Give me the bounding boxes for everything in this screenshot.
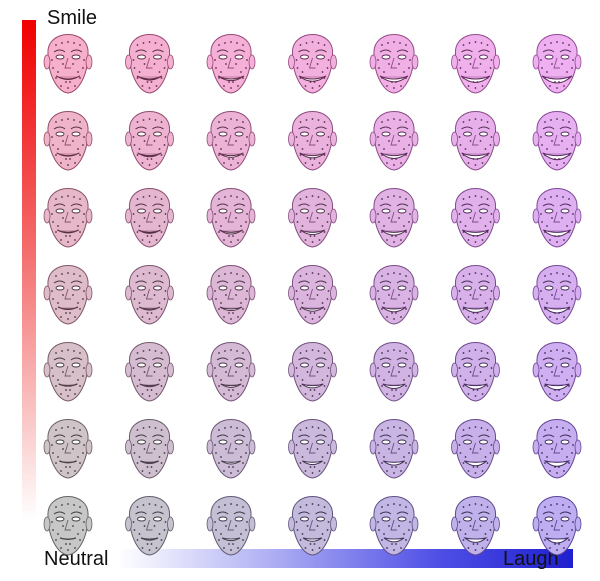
face-mesh-icon [451, 111, 500, 171]
face-mesh-icon [288, 265, 337, 325]
face-mesh-icon [125, 111, 174, 171]
face-mesh-icon [43, 496, 93, 556]
face-mesh-icon [532, 34, 582, 94]
face-mesh-icon [451, 188, 500, 248]
face-mesh-icon [288, 496, 337, 556]
face-mesh-icon [451, 265, 500, 325]
face-mesh-icon [451, 34, 500, 94]
face-mesh-icon [206, 342, 256, 402]
neutral-axis-label: Neutral [44, 548, 109, 570]
face-mesh-icon [532, 265, 582, 325]
face-mesh-icon [206, 496, 256, 556]
face-mesh-icon [43, 188, 93, 248]
face-mesh-icon [43, 34, 93, 94]
face-mesh-icon [369, 419, 419, 479]
face-mesh-icon [532, 342, 582, 402]
face-mesh-icon [288, 34, 337, 94]
face-mesh-icon [125, 419, 174, 479]
face-mesh-icon [288, 111, 337, 171]
face-mesh-icon [43, 419, 93, 479]
face-mesh-icon [369, 34, 419, 94]
face-mesh-icon [125, 34, 174, 94]
face-mesh-icon [125, 188, 174, 248]
face-mesh-icon [125, 342, 174, 402]
face-mesh-icon [369, 496, 419, 556]
face-mesh-icon [532, 419, 582, 479]
face-mesh-icon [369, 265, 419, 325]
face-mesh-icon [206, 265, 256, 325]
face-mesh-icon [532, 111, 582, 171]
face-mesh-icon [43, 265, 93, 325]
face-mesh-icon [43, 111, 93, 171]
smile-axis-label: Smile [47, 7, 98, 29]
face-mesh-icon [532, 496, 582, 556]
face-mesh-icon [451, 419, 500, 479]
face-mesh-icon [125, 496, 174, 556]
face-mesh-icon [206, 188, 256, 248]
face-mesh-icon [532, 188, 582, 248]
face-mesh-icon [43, 342, 93, 402]
face-mesh-icon [206, 34, 256, 94]
face-mesh-icon [451, 342, 500, 402]
face-mesh-icon [451, 496, 500, 556]
face-mesh-icon [288, 342, 337, 402]
face-mesh-icon [206, 111, 256, 171]
face-mesh-icon [206, 419, 256, 479]
face-mesh-icon [369, 188, 419, 248]
smile-axis-bar [22, 20, 36, 520]
face-mesh-icon [369, 111, 419, 171]
face-mesh-icon [125, 265, 174, 325]
face-mesh-icon [288, 419, 337, 479]
face-mesh-icon [288, 188, 337, 248]
face-mesh-icon [369, 342, 419, 402]
laugh-axis-label: Laugh [503, 548, 559, 570]
